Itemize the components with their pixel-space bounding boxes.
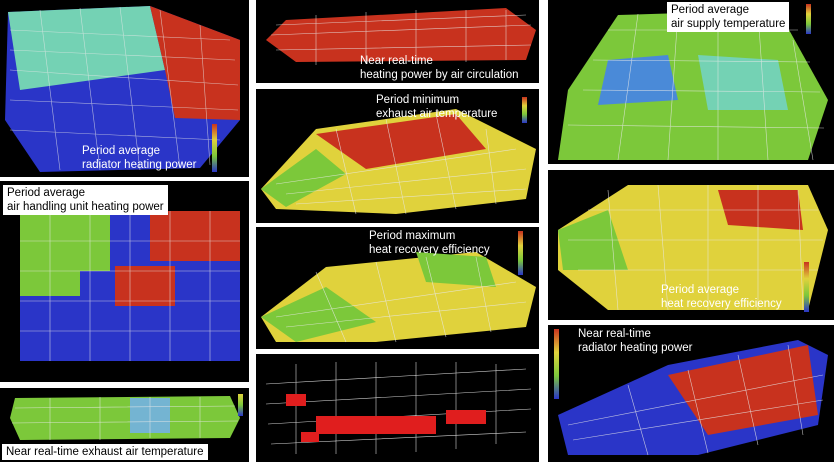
panel-caption: Period maximum heat recovery efficiency (369, 230, 490, 256)
building-model-p1 (5, 6, 240, 172)
panel-air-supply-temperature-avg: Period average air supply temperature (548, 0, 834, 164)
panel-caption: Near real-time radiator heating power (578, 328, 693, 354)
color-scale (806, 4, 811, 34)
color-scale (522, 97, 527, 123)
color-scale (804, 262, 809, 312)
color-scale (518, 231, 523, 275)
panel-caption: Period average air supply temperature (667, 2, 790, 32)
panel-caption: Period average heat recovery efficiency (661, 284, 782, 310)
color-scale (238, 394, 243, 416)
panel-exhaust-air-temperature-realtime: Near real-time exhaust air temperature (0, 388, 249, 462)
building-model-p6 (261, 252, 536, 343)
building-model-p4 (261, 109, 536, 215)
panel-heat-recovery-efficiency-max: Period maximum heat recovery efficiency (256, 227, 539, 349)
panel-caption: Near real-time exhaust air temperature (2, 444, 208, 460)
panel-exhaust-air-temperature-min: Period minimum exhaust air temperature (256, 89, 539, 223)
panel-building-wireframe (256, 354, 539, 462)
panel-caption: Period minimum exhaust air temperature (376, 94, 498, 120)
building-model-p5 (20, 211, 240, 361)
building-model-p3 (558, 10, 828, 161)
panel-ahu-heating-power-avg: Period average air handling unit heating … (0, 181, 249, 382)
building-model-p7 (558, 184, 828, 311)
panel-caption: Period average air handling unit heating … (3, 185, 168, 215)
panel-heating-power-air-circulation: Near real-time heating power by air circu… (256, 0, 539, 83)
color-scale (554, 329, 559, 399)
building-model-p2 (266, 8, 536, 65)
panel-radiator-heating-power-avg: Period average radiator heating power (0, 0, 249, 177)
panel-caption: Period average radiator heating power (82, 145, 197, 171)
building-model-p9 (265, 362, 532, 454)
color-scale (212, 124, 217, 172)
building-model-p10 (558, 340, 828, 456)
panel-radiator-heating-power-realtime: Near real-time radiator heating power (548, 325, 834, 462)
panel-caption: Near real-time heating power by air circu… (360, 55, 519, 81)
panel-heat-recovery-efficiency-avg: Period average heat recovery efficiency (548, 170, 834, 320)
building-model-p8 (10, 396, 240, 440)
